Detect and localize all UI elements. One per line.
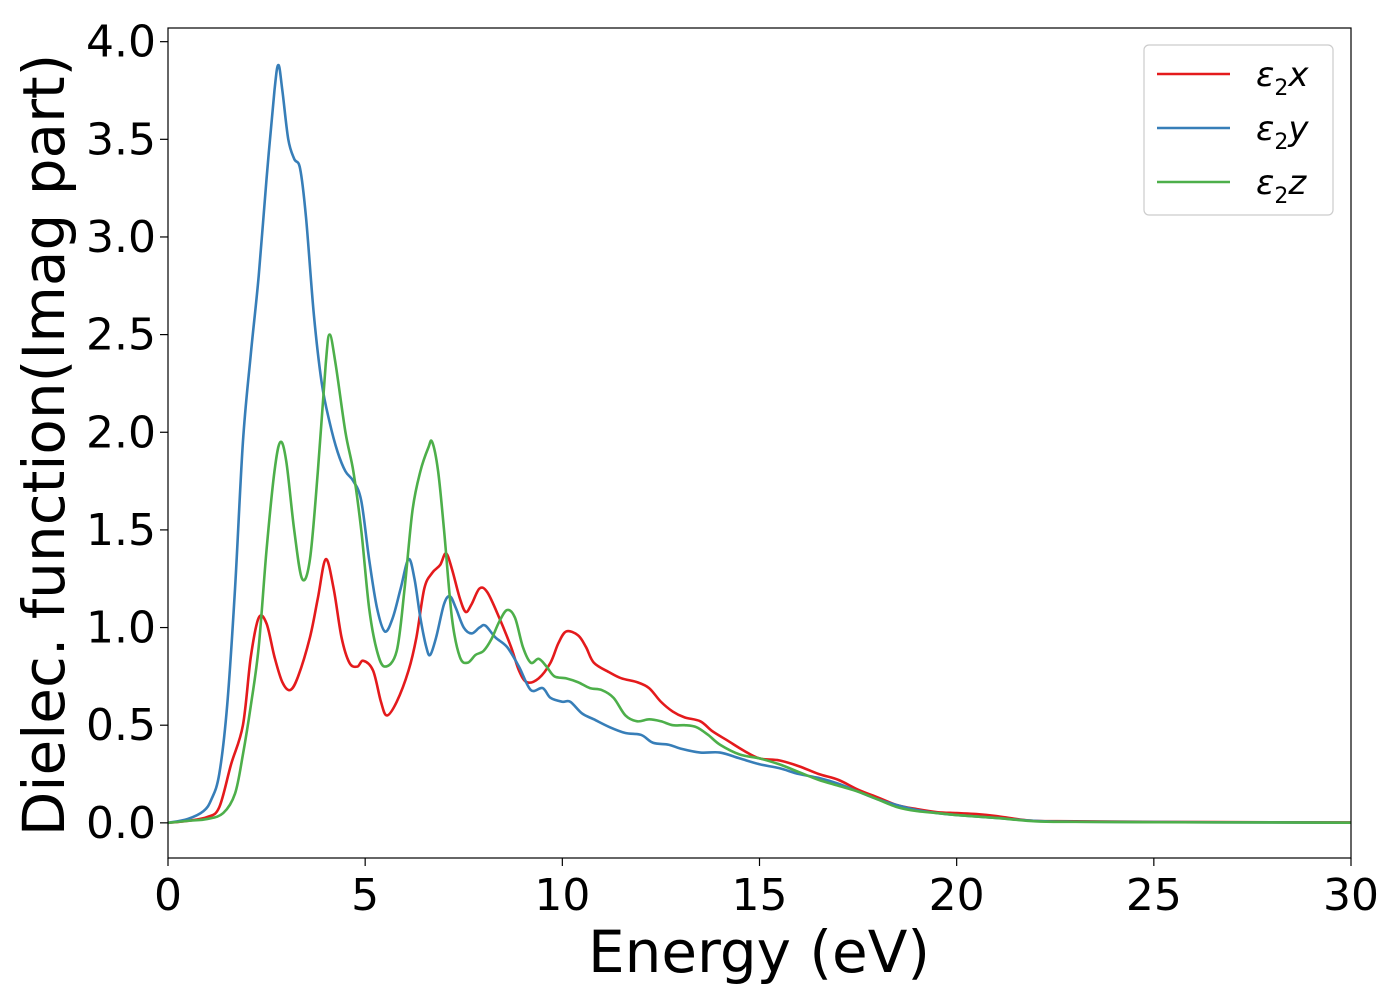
legend-label-y: ε2y — [1256, 109, 1309, 155]
x-tick-label: 15 — [732, 870, 788, 921]
series-line-y — [168, 63, 1351, 825]
y-tick-label: 2.0 — [86, 407, 156, 458]
x-axis-ticks: 0 5 10 15 20 25 30 — [154, 858, 1379, 921]
y-tick-label: 2.5 — [86, 310, 156, 361]
series-line-x — [168, 552, 1351, 825]
x-tick-label: 10 — [534, 870, 590, 921]
x-tick-label: 0 — [154, 870, 182, 921]
y-tick-label: 4.0 — [86, 17, 156, 68]
y-tick-label: 1.5 — [86, 505, 156, 556]
x-tick-label: 30 — [1323, 870, 1379, 921]
legend: ε2x ε2y ε2z — [1143, 44, 1334, 216]
y-axis-label: Dielec. function(Imag part) — [10, 54, 78, 837]
legend-box — [1143, 44, 1334, 216]
y-tick-label: 3.0 — [86, 212, 156, 263]
series-line-z — [168, 333, 1351, 825]
legend-label-z: ε2z — [1256, 163, 1307, 209]
y-tick-label: 3.5 — [86, 114, 156, 165]
y-tick-label: 1.0 — [86, 603, 156, 654]
y-tick-label: 0.5 — [86, 700, 156, 751]
y-tick-label: 0.0 — [86, 798, 156, 849]
x-axis-label: Energy (eV) — [588, 918, 930, 986]
x-tick-label: 5 — [351, 870, 379, 921]
x-tick-label: 25 — [1126, 870, 1182, 921]
x-tick-label: 20 — [929, 870, 985, 921]
y-axis-ticks: 0.0 0.5 1.0 1.5 2.0 2.5 3.0 3.5 4.0 — [86, 17, 168, 849]
legend-label-x: ε2x — [1256, 55, 1309, 101]
